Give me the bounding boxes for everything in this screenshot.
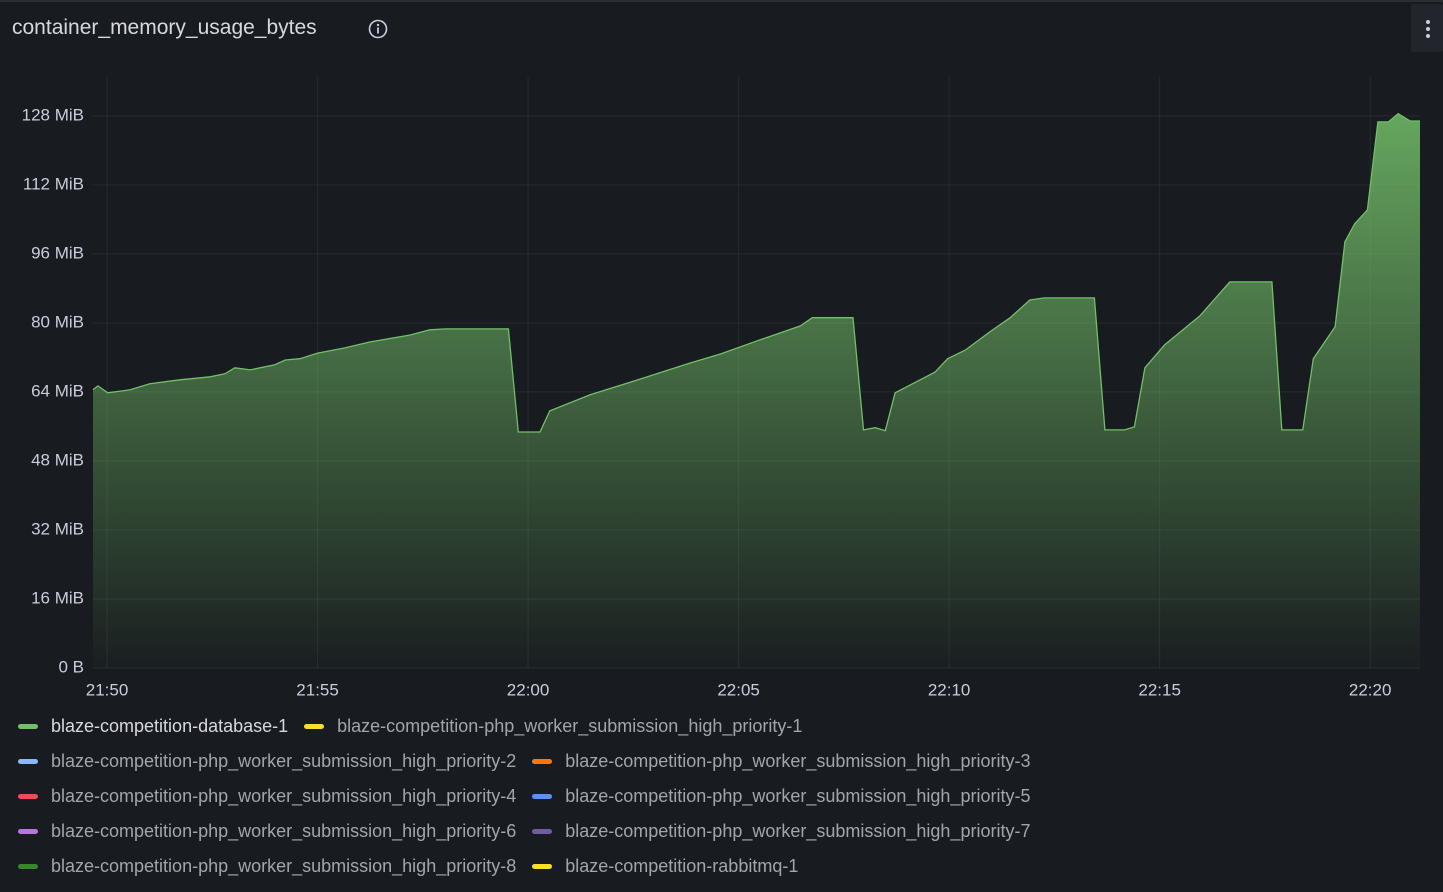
series-line	[92, 112, 1420, 433]
x-tick-label: 22:20	[1349, 680, 1392, 699]
x-tick-label: 22:05	[717, 680, 760, 699]
x-tick-label: 22:10	[928, 680, 971, 699]
legend-label: blaze-competition-php_worker_submission_…	[51, 751, 517, 771]
legend-item[interactable]: blaze-competition-rabbitmq-1	[532, 854, 798, 879]
legend-swatch	[532, 864, 553, 869]
y-tick-label: 112 MiB	[23, 174, 84, 193]
x-tick-label: 22:00	[507, 680, 550, 699]
y-tick-label: 80 MiB	[31, 312, 84, 331]
legend-item[interactable]: blaze-competition-php_worker_submission_…	[18, 854, 516, 879]
legend-swatch	[18, 724, 38, 729]
legend-item[interactable]: blaze-competition-php_worker_submission_…	[532, 819, 1030, 844]
legend-swatch	[304, 724, 325, 729]
legend-item[interactable]: blaze-competition-php_worker_submission_…	[18, 819, 516, 844]
panel-menu[interactable]	[1411, 4, 1443, 52]
legend-label: blaze-competition-php_worker_submission_…	[51, 786, 517, 806]
legend-item[interactable]: blaze-competition-php_worker_submission_…	[532, 749, 1030, 774]
x-tick-label: 21:50	[86, 680, 129, 699]
menu-icon	[1426, 20, 1430, 38]
panel-title: container_memory_usage_bytes	[12, 16, 317, 39]
legend-label: blaze-competition-php_worker_submission_…	[51, 856, 517, 876]
legend: blaze-competition-database-1 blaze-compet…	[18, 714, 1158, 879]
y-tick-label: 0 B	[58, 657, 84, 676]
y-tick-label: 32 MiB	[31, 519, 84, 538]
y-tick-label: 48 MiB	[31, 450, 84, 469]
legend-swatch	[532, 794, 553, 799]
legend-swatch	[532, 759, 553, 764]
info-icon[interactable]	[367, 18, 389, 40]
x-tick-label: 21:55	[296, 680, 339, 699]
x-tick-label: 22:15	[1138, 680, 1181, 699]
legend-swatch	[18, 759, 38, 764]
chart: 0 B 16 MiB 32 MiB 48 MiB 64 MiB 80 MiB 96 MiB 1…	[22, 77, 1420, 699]
legend-label: blaze-competition-php_worker_submission_…	[565, 821, 1031, 841]
legend-item[interactable]: blaze-competition-php_worker_submission_…	[304, 714, 802, 739]
legend-swatch	[18, 864, 38, 869]
legend-label: blaze-competition-database-1	[51, 716, 289, 736]
legend-item[interactable]: blaze-competition-php_worker_submission_…	[532, 784, 1030, 809]
legend-swatch	[532, 829, 553, 834]
legend-item[interactable]: blaze-competition-php_worker_submission_…	[18, 749, 516, 774]
legend-label: blaze-competition-rabbitmq-1	[565, 856, 799, 876]
legend-swatch	[18, 794, 38, 799]
legend-item[interactable]: blaze-competition-database-1	[18, 714, 288, 739]
legend-label: blaze-competition-php_worker_submission_…	[565, 751, 1031, 771]
legend-swatch	[18, 829, 38, 834]
legend-label: blaze-competition-php_worker_submission_…	[51, 821, 517, 841]
legend-label: blaze-competition-php_worker_submission_…	[565, 786, 1031, 806]
series-area	[93, 113, 1420, 668]
y-tick-label: 96 MiB	[31, 243, 84, 262]
legend-item[interactable]: blaze-competition-php_worker_submission_…	[18, 784, 516, 809]
y-tick-label: 16 MiB	[31, 588, 84, 607]
y-tick-label: 128 MiB	[22, 105, 84, 124]
y-tick-label: 64 MiB	[31, 381, 84, 400]
legend-label: blaze-competition-php_worker_submission_…	[337, 716, 803, 736]
